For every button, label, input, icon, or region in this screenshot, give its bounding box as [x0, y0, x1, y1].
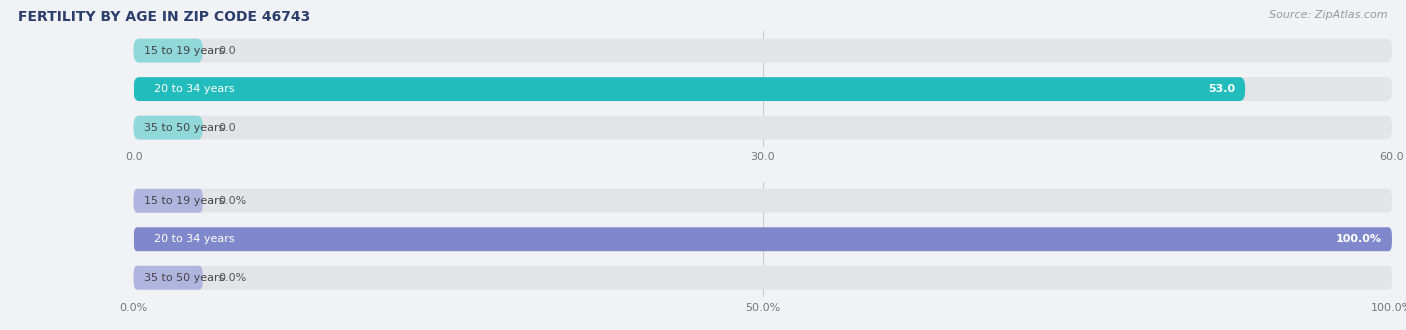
Text: 0.0%: 0.0% [218, 273, 246, 283]
Text: 15 to 19 years: 15 to 19 years [143, 46, 225, 55]
FancyBboxPatch shape [134, 266, 1392, 290]
Text: 15 to 19 years: 15 to 19 years [143, 196, 225, 206]
FancyBboxPatch shape [134, 227, 1392, 251]
FancyBboxPatch shape [134, 227, 1392, 251]
Text: 0.0%: 0.0% [218, 196, 246, 206]
FancyBboxPatch shape [134, 77, 1392, 101]
Text: 53.0: 53.0 [1208, 84, 1234, 94]
Text: FERTILITY BY AGE IN ZIP CODE 46743: FERTILITY BY AGE IN ZIP CODE 46743 [18, 10, 311, 24]
FancyBboxPatch shape [134, 39, 202, 62]
Text: Source: ZipAtlas.com: Source: ZipAtlas.com [1270, 10, 1388, 20]
FancyBboxPatch shape [134, 189, 1392, 213]
FancyBboxPatch shape [134, 115, 202, 140]
FancyBboxPatch shape [134, 77, 1246, 101]
Text: 35 to 50 years: 35 to 50 years [143, 123, 225, 133]
Text: 0.0: 0.0 [218, 46, 236, 55]
Text: 0.0: 0.0 [218, 123, 236, 133]
Text: 100.0%: 100.0% [1336, 234, 1382, 244]
FancyBboxPatch shape [134, 39, 1392, 62]
Text: 20 to 34 years: 20 to 34 years [155, 84, 235, 94]
FancyBboxPatch shape [134, 189, 202, 213]
FancyBboxPatch shape [134, 266, 202, 290]
Text: 35 to 50 years: 35 to 50 years [143, 273, 225, 283]
FancyBboxPatch shape [134, 115, 1392, 140]
Text: 20 to 34 years: 20 to 34 years [155, 234, 235, 244]
